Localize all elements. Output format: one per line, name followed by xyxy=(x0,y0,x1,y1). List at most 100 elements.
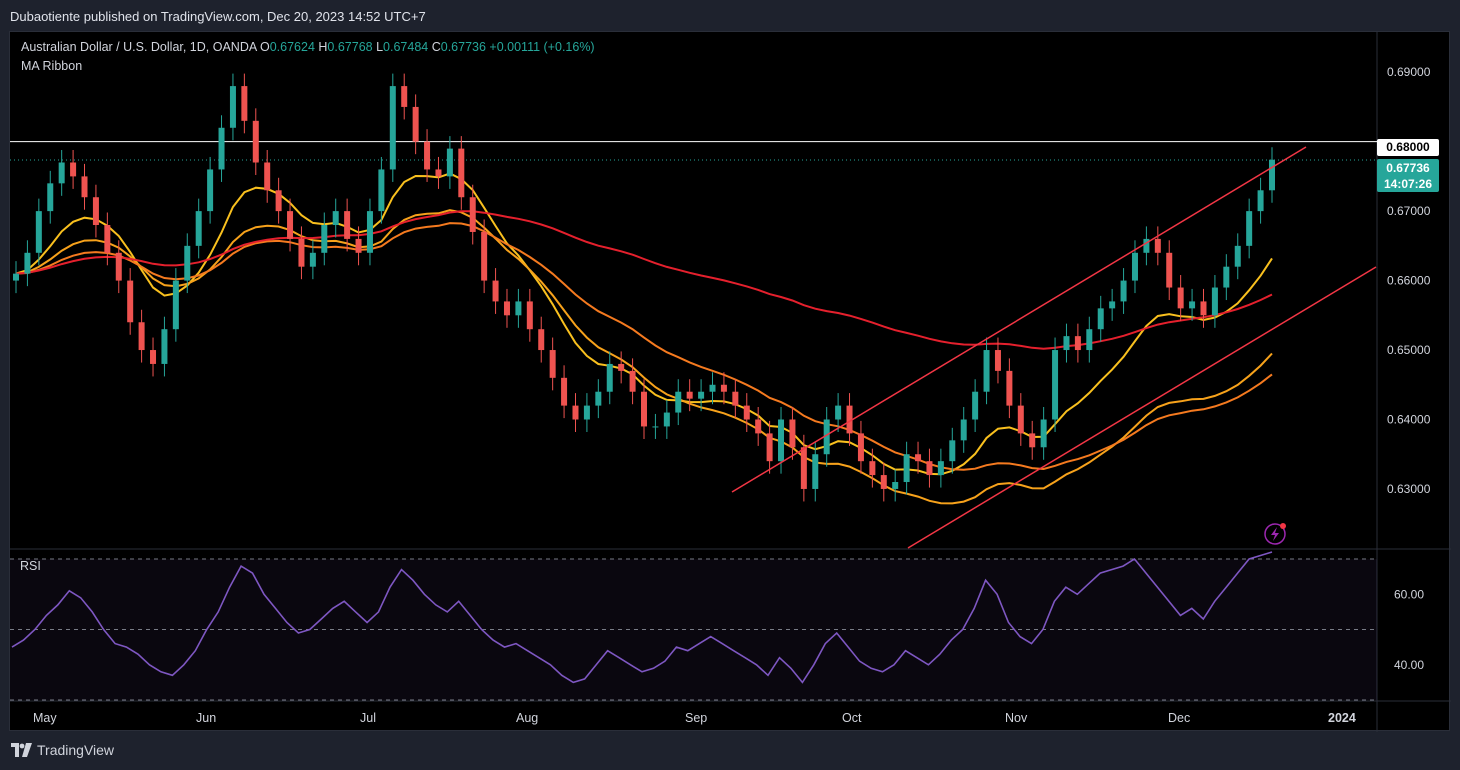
level-price-tag: 0.68000 xyxy=(1377,139,1439,156)
candle-body xyxy=(903,454,910,483)
close-value: 0.67736 xyxy=(440,40,486,54)
candle-body xyxy=(13,273,19,281)
candle-body xyxy=(743,405,750,420)
high-value: 0.67768 xyxy=(327,40,373,54)
candle-body xyxy=(355,238,362,253)
rsi-line xyxy=(11,551,1273,684)
bar-countdown: 14:07:26 xyxy=(1383,177,1433,191)
candle-body xyxy=(1269,159,1275,191)
candle-body xyxy=(937,461,944,476)
candle-body xyxy=(1029,433,1036,448)
candle-body xyxy=(686,391,693,399)
candle-body xyxy=(1086,329,1093,351)
time-tick-label: Dec xyxy=(1168,711,1190,725)
candle-body xyxy=(698,391,705,399)
candle-body xyxy=(720,384,727,392)
candle-body xyxy=(732,391,739,406)
candle-body xyxy=(161,329,168,364)
candle-body xyxy=(755,419,762,434)
time-tick-label: Nov xyxy=(1005,711,1028,725)
time-tick-label: Jun xyxy=(196,711,216,725)
candle-body xyxy=(583,405,590,420)
candle-body xyxy=(446,148,453,177)
candle-body xyxy=(1097,308,1104,330)
candle-body xyxy=(538,329,545,351)
time-tick-label: Aug xyxy=(516,711,538,725)
tradingview-icon xyxy=(11,743,32,757)
candle-body xyxy=(24,252,31,274)
candle-body xyxy=(195,211,202,246)
rsi-tick-label: 60.00 xyxy=(1394,587,1424,601)
candle-body xyxy=(515,301,522,316)
channel-upper-line xyxy=(731,146,1307,493)
candle-body xyxy=(481,231,488,281)
candle-body xyxy=(526,301,533,330)
candle-body xyxy=(869,461,876,476)
candle-body xyxy=(332,211,339,226)
tradingview-brand: TradingView xyxy=(37,742,115,758)
candle-body xyxy=(229,86,236,128)
candle-body xyxy=(561,377,568,406)
candle-body xyxy=(207,169,214,212)
price-tick-label: 0.66000 xyxy=(1387,274,1431,288)
time-tick-label: 2024 xyxy=(1328,711,1356,725)
last-price-value: 0.67736 xyxy=(1386,161,1430,175)
price-chart[interactable]: 0.69000 0.67000 0.66000 0.65000 0.64000 0.630… xyxy=(10,32,1451,732)
candle-body xyxy=(92,197,99,226)
time-tick-label: May xyxy=(33,711,57,725)
candle-body xyxy=(835,405,842,420)
price-tick-label: 0.65000 xyxy=(1387,343,1431,357)
rsi-label[interactable]: RSI xyxy=(20,559,41,573)
candle-body xyxy=(652,426,659,428)
chart-frame[interactable]: 0.69000 0.67000 0.66000 0.65000 0.64000 0.630… xyxy=(9,31,1451,732)
candle-body xyxy=(172,280,179,330)
candle-body xyxy=(378,169,385,212)
candle-body xyxy=(994,350,1001,371)
candle-body xyxy=(618,363,625,371)
high-label: H xyxy=(318,40,328,54)
candle-body xyxy=(892,482,899,489)
candle-body xyxy=(663,412,670,427)
candle-body xyxy=(846,405,853,434)
candle-body xyxy=(880,475,887,489)
candle-body xyxy=(47,183,54,212)
candle-body xyxy=(800,447,807,489)
candle-body xyxy=(572,405,579,420)
candle-body xyxy=(766,433,773,462)
ma-ribbon-label[interactable]: MA Ribbon xyxy=(21,59,83,73)
candle-body xyxy=(812,454,819,489)
lightning-bolt-glyph xyxy=(1271,527,1279,541)
candle-body xyxy=(709,384,716,392)
candle-body xyxy=(241,86,248,121)
candle-body xyxy=(115,252,122,281)
candle-body xyxy=(1246,211,1253,246)
rsi-tick-label: 40.00 xyxy=(1394,658,1424,672)
candle-body xyxy=(252,120,259,163)
publisher-header: Dubaotiente published on TradingView.com… xyxy=(10,9,426,24)
candle-body xyxy=(789,419,796,448)
change-value: +0.00111 (+0.16%) xyxy=(489,40,595,54)
candle-body xyxy=(1166,252,1173,288)
candle-body xyxy=(778,419,785,462)
candle-body xyxy=(81,176,88,198)
tradingview-logo[interactable]: TradingView xyxy=(11,742,114,758)
candle-body xyxy=(1131,252,1138,281)
candle-body xyxy=(675,391,682,413)
candle-body xyxy=(150,350,157,364)
candle-body xyxy=(469,197,476,232)
time-tick-label: Jul xyxy=(360,711,376,725)
candle-body xyxy=(949,440,956,462)
candle-body xyxy=(435,169,442,177)
time-tick-label: Oct xyxy=(842,711,862,725)
candle-body xyxy=(1074,336,1081,351)
candle-body xyxy=(1063,336,1070,351)
moving-average-line xyxy=(15,210,1273,350)
candle-body xyxy=(218,127,225,170)
candle-body xyxy=(184,245,191,281)
candle-body xyxy=(321,225,328,253)
ohlc-legend: Australian Dollar / U.S. Dollar, 1D, OAN… xyxy=(21,40,595,54)
time-tick-label: Sep xyxy=(685,711,707,725)
alert-lightning-icon xyxy=(1264,523,1286,545)
candle-body xyxy=(138,322,145,351)
open-label: O xyxy=(259,40,270,54)
